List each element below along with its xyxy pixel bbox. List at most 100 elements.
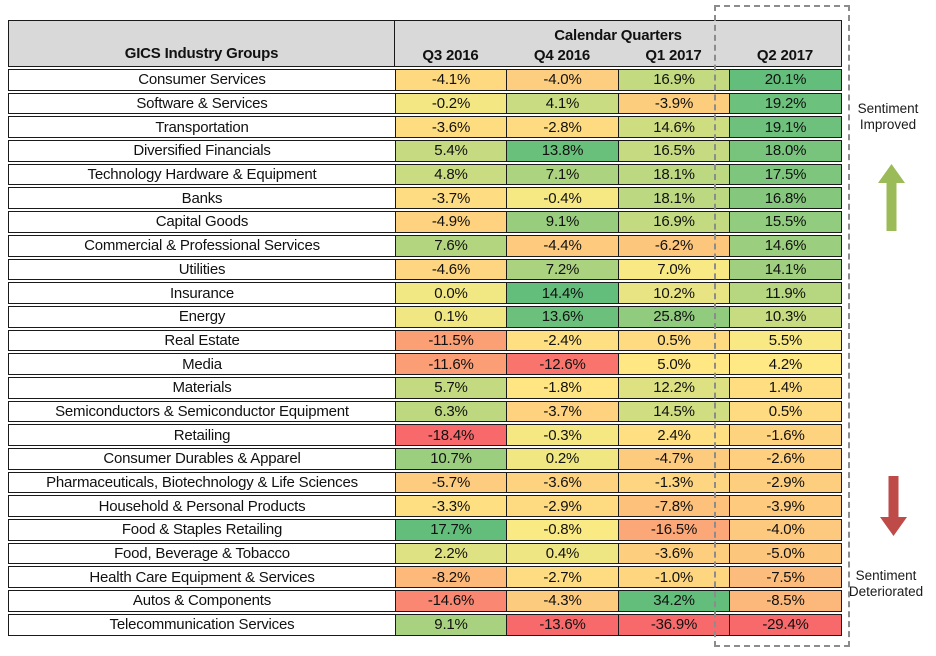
value-cell: 14.5% xyxy=(618,401,729,422)
value-cell: 0.1% xyxy=(395,306,506,327)
industry-name: Diversified Financials xyxy=(9,141,395,161)
value-cell: 6.3% xyxy=(395,401,506,422)
value-cell: 4.8% xyxy=(395,164,506,185)
value-cell: 5.0% xyxy=(618,354,729,374)
industry-name: Software & Services xyxy=(9,93,395,114)
value-cell: -13.6% xyxy=(506,614,618,635)
value-cell: -4.0% xyxy=(729,520,841,540)
table-row: Energy 0.1% 13.6% 25.8% 10.3% xyxy=(8,305,842,328)
value-cell: -1.3% xyxy=(618,472,729,493)
table-row: Transportation -3.6% -2.8% 14.6% 19.1% xyxy=(8,116,842,139)
industry-name: Energy xyxy=(9,306,395,327)
value-cell: -0.3% xyxy=(506,425,618,445)
value-cell: -4.4% xyxy=(506,235,618,256)
value-cell: 7.1% xyxy=(506,164,618,185)
value-cell: -0.4% xyxy=(506,188,618,209)
value-cell: -4.9% xyxy=(395,212,506,232)
calendar-quarters-label: Calendar Quarters xyxy=(554,27,682,44)
value-cell: 7.0% xyxy=(618,259,729,280)
value-cell: 15.5% xyxy=(729,212,841,232)
table-row: Real Estate -11.5% -2.4% 0.5% 5.5% xyxy=(8,329,842,352)
industry-name: Transportation xyxy=(9,117,395,138)
value-cell: 19.2% xyxy=(729,93,841,114)
value-cell: 18.1% xyxy=(618,188,729,209)
table-row: Telecommunication Services 9.1% -13.6% -36.… xyxy=(8,613,842,636)
table-row: Capital Goods -4.9% 9.1% 16.9% 15.5% xyxy=(8,211,842,233)
value-cell: -16.5% xyxy=(618,520,729,540)
value-cell: -7.8% xyxy=(618,496,729,517)
value-cell: -3.6% xyxy=(506,472,618,493)
industry-name: Food, Beverage & Tobacco xyxy=(9,543,395,564)
value-cell: -4.3% xyxy=(506,591,618,611)
table-row: Semiconductors & Semiconductor Equipment… xyxy=(8,400,842,423)
value-cell: -0.2% xyxy=(395,93,506,114)
quarters-header: Calendar Quarters Q3 2016 Q4 2016 Q1 201… xyxy=(395,21,841,66)
value-cell: 14.1% xyxy=(729,259,841,280)
value-cell: 0.4% xyxy=(506,543,618,564)
value-cell: 16.9% xyxy=(618,212,729,232)
industry-name: Insurance xyxy=(9,283,395,303)
table-body: Consumer Services -4.1% -4.0% 16.9% 20.1% Sof… xyxy=(8,69,842,636)
value-cell: 20.1% xyxy=(729,70,841,90)
value-cell: 14.6% xyxy=(729,235,841,256)
value-cell: -3.9% xyxy=(729,496,841,517)
table-row: Consumer Durables & Apparel 10.7% 0.2% -4.7… xyxy=(8,448,842,470)
column-header-q2-2017: Q2 2017 xyxy=(756,46,814,64)
table-header: GICS Industry Groups Calendar Quarters Q… xyxy=(8,20,842,67)
value-cell: -3.6% xyxy=(395,117,506,138)
column-header-q1-2017: Q1 2017 xyxy=(645,46,702,64)
value-cell: 11.9% xyxy=(729,283,841,303)
value-cell: 7.2% xyxy=(506,259,618,280)
industry-name: Technology Hardware & Equipment xyxy=(9,164,395,185)
value-cell: -4.1% xyxy=(395,70,506,90)
value-cell: -1.8% xyxy=(506,377,618,398)
value-cell: -0.8% xyxy=(506,520,618,540)
value-cell: 9.1% xyxy=(395,614,506,635)
value-cell: -2.9% xyxy=(506,496,618,517)
value-cell: -2.6% xyxy=(729,449,841,469)
industry-name: Commercial & Professional Services xyxy=(9,235,395,256)
table-row: Software & Services -0.2% 4.1% -3.9% 19.2% xyxy=(8,92,842,115)
sentiment-deteriorated-label: Sentiment Deteriorated xyxy=(848,568,924,599)
value-cell: -3.7% xyxy=(506,401,618,422)
quarter-labels-row: Q3 2016 Q4 2016 Q1 2017 Q2 2017 xyxy=(395,44,841,66)
industry-name: Telecommunication Services xyxy=(9,614,395,635)
value-cell: 1.4% xyxy=(729,377,841,398)
industry-name: Retailing xyxy=(9,425,395,445)
gics-header-label: GICS Industry Groups xyxy=(9,21,395,66)
value-cell: 4.2% xyxy=(729,354,841,374)
sentiment-improved-arrow-icon xyxy=(878,164,905,231)
industry-name: Autos & Components xyxy=(9,591,395,611)
value-cell: 5.5% xyxy=(729,330,841,351)
table-row: Food & Staples Retailing 17.7% -0.8% -16.5%… xyxy=(8,519,842,541)
value-cell: -2.9% xyxy=(729,472,841,493)
value-cell: 9.1% xyxy=(506,212,618,232)
value-cell: 5.7% xyxy=(395,377,506,398)
table-row: Technology Hardware & Equipment 4.8% 7.1% 1… xyxy=(8,163,842,186)
industry-name: Real Estate xyxy=(9,330,395,351)
value-cell: -12.6% xyxy=(506,354,618,374)
value-cell: -29.4% xyxy=(729,614,841,635)
value-cell: -11.6% xyxy=(395,354,506,374)
table-row: Media -11.6% -12.6% 5.0% 4.2% xyxy=(8,353,842,375)
value-cell: 12.2% xyxy=(618,377,729,398)
value-cell: -8.2% xyxy=(395,567,506,588)
value-cell: -11.5% xyxy=(395,330,506,351)
industry-name: Consumer Durables & Apparel xyxy=(9,449,395,469)
industry-name: Banks xyxy=(9,188,395,209)
table-row: Banks -3.7% -0.4% 18.1% 16.8% xyxy=(8,187,842,210)
table-row: Utilities -4.6% 7.2% 7.0% 14.1% xyxy=(8,258,842,281)
industry-name: Consumer Services xyxy=(9,70,395,90)
table-row: Autos & Components -14.6% -4.3% 34.2% -8.5% xyxy=(8,590,842,612)
table-row: Pharmaceuticals, Biotechnology & Life Sc… xyxy=(8,471,842,494)
value-cell: -4.6% xyxy=(395,259,506,280)
table-row: Consumer Services -4.1% -4.0% 16.9% 20.1% xyxy=(8,69,842,91)
table-row: Diversified Financials 5.4% 13.8% 16.5% 18.0… xyxy=(8,140,842,162)
industry-name: Utilities xyxy=(9,259,395,280)
value-cell: 0.0% xyxy=(395,283,506,303)
industry-name: Semiconductors & Semiconductor Equipment xyxy=(9,401,395,422)
table-row: Retailing -18.4% -0.3% 2.4% -1.6% xyxy=(8,424,842,446)
value-cell: 5.4% xyxy=(395,141,506,161)
value-cell: 2.2% xyxy=(395,543,506,564)
